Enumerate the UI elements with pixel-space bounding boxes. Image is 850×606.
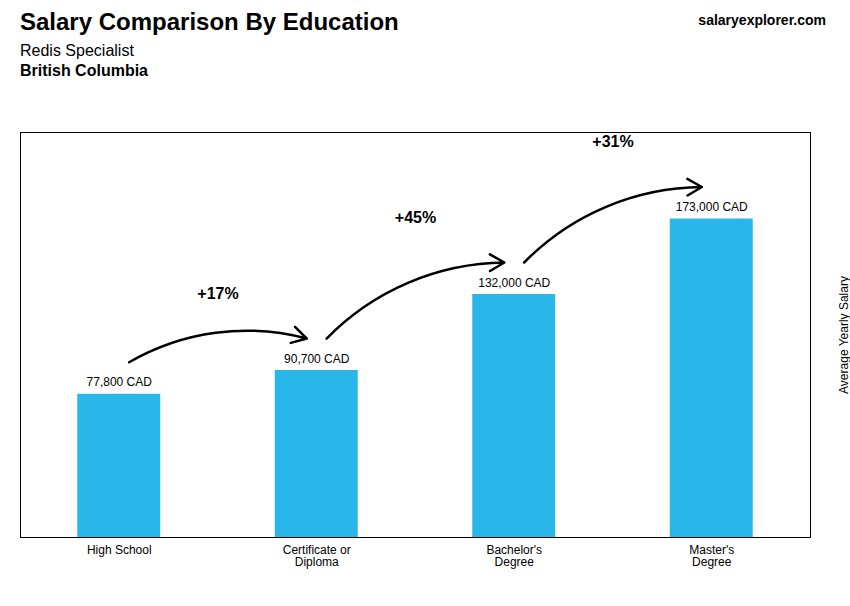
svg-text:77,800 CAD: 77,800 CAD	[87, 375, 153, 389]
svg-text:90,700 CAD: 90,700 CAD	[284, 352, 350, 366]
svg-text:+31%: +31%	[592, 133, 633, 150]
svg-text:Average Yearly Salary: Average Yearly Salary	[837, 276, 850, 394]
svg-text:Master'sDegree: Master'sDegree	[689, 543, 734, 569]
svg-text:Certificate orDiploma: Certificate orDiploma	[283, 543, 351, 569]
svg-text:173,000 CAD: 173,000 CAD	[676, 200, 748, 214]
svg-text:132,000 CAD: 132,000 CAD	[478, 276, 550, 290]
svg-text:Bachelor'sDegree: Bachelor'sDegree	[486, 543, 542, 569]
html-text:salaryexplorer.com: salaryexplorer.com	[698, 12, 826, 28]
html-text:Redis Specialist: Redis Specialist	[20, 42, 134, 59]
html-text:Salary Comparison By Education: Salary Comparison By Education	[20, 8, 399, 35]
svg-text:High School: High School	[87, 543, 152, 557]
svg-text:+45%: +45%	[395, 209, 436, 226]
html-text:British Columbia: British Columbia	[20, 62, 148, 79]
svg-text:+17%: +17%	[197, 285, 238, 302]
